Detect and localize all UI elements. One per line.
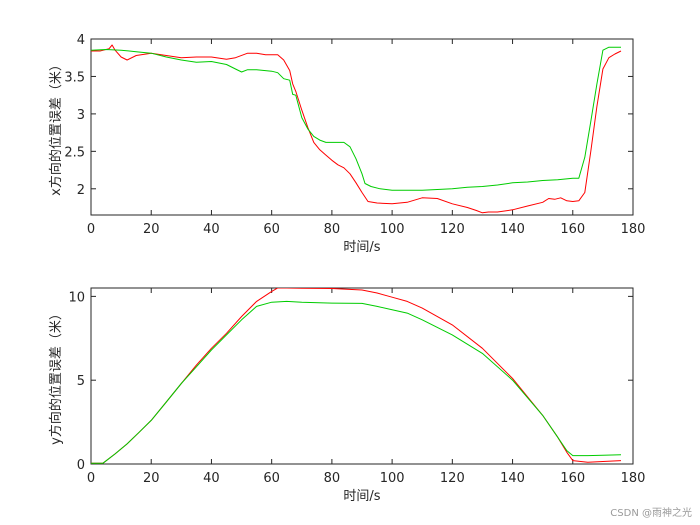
axes-box xyxy=(90,287,634,465)
x-tick-label: 20 xyxy=(143,471,160,486)
series-line-2 xyxy=(91,46,621,191)
x-tick-label: 160 xyxy=(560,471,585,486)
x-tick-label: 180 xyxy=(621,471,646,486)
x-axis-label: 时间/s xyxy=(343,240,380,255)
watermark: CSDN @雨神之光 xyxy=(610,508,692,519)
axes-box xyxy=(90,38,634,216)
x-tick-label: 40 xyxy=(203,471,220,486)
y-axis-label: x方向的位置误差（米） xyxy=(48,58,64,196)
x-tick-label: 140 xyxy=(500,471,525,486)
y-tick-label: 10 xyxy=(68,290,85,305)
x-tick-label: 80 xyxy=(324,471,341,486)
x-tick-label: 60 xyxy=(263,222,280,237)
x-tick-label: 180 xyxy=(621,222,646,237)
y-tick-label: 2 xyxy=(77,183,85,198)
x-tick-label: 80 xyxy=(324,222,341,237)
y-tick-label: 3.5 xyxy=(64,70,85,85)
x-tick-label: 0 xyxy=(87,222,95,237)
x-tick-label: 100 xyxy=(380,471,405,486)
y-tick-label: 2.5 xyxy=(64,145,85,160)
x-tick-label: 120 xyxy=(440,471,465,486)
y-axis-label: y方向的位置误差（米） xyxy=(48,307,64,445)
y-tick-label: 4 xyxy=(77,33,85,48)
x-tick-label: 20 xyxy=(143,222,160,237)
series-line-1 xyxy=(91,44,622,214)
x-tick-label: 0 xyxy=(87,471,95,486)
subplot-2: 0 20 40 60 80 100 120 140 160 180 0 5 10 时间/s y方向的位置误差… xyxy=(48,287,646,504)
y-tick-label: 0 xyxy=(77,458,85,473)
x-tick-label: 40 xyxy=(203,222,220,237)
y-tick-label: 3 xyxy=(77,108,85,123)
x-tick-label: 60 xyxy=(263,471,280,486)
subplot-1: 0 20 40 60 80 100 120 140 160 180 2 2.5 3 3.5 4 时间/s x方向… xyxy=(48,33,645,255)
x-tick-label: 140 xyxy=(500,222,525,237)
series-line-2 xyxy=(91,300,622,464)
x-tick-label: 100 xyxy=(380,222,405,237)
x-axis-label: 时间/s xyxy=(343,489,380,504)
y-tick-label: 5 xyxy=(77,374,85,389)
x-tick-label: 120 xyxy=(440,222,465,237)
x-tick-label: 160 xyxy=(560,222,585,237)
